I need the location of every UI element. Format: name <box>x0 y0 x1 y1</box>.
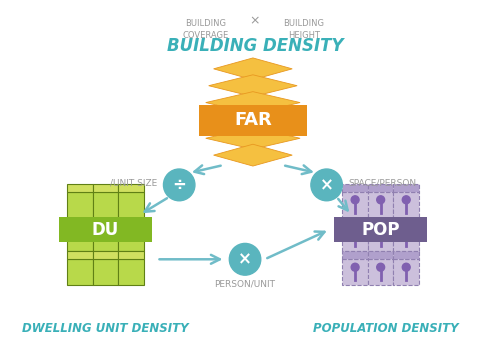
Circle shape <box>376 196 384 204</box>
Text: POPULATION DENSITY: POPULATION DENSITY <box>313 322 458 335</box>
Polygon shape <box>394 251 419 259</box>
Polygon shape <box>92 226 118 251</box>
FancyBboxPatch shape <box>334 217 428 243</box>
Circle shape <box>351 196 359 204</box>
Circle shape <box>402 229 410 237</box>
Text: DWELLING UNIT DENSITY: DWELLING UNIT DENSITY <box>22 322 189 335</box>
Polygon shape <box>368 192 394 218</box>
Polygon shape <box>368 251 394 259</box>
Polygon shape <box>67 218 92 226</box>
Polygon shape <box>118 251 144 259</box>
Polygon shape <box>118 184 144 192</box>
Text: PERSON/UNIT: PERSON/UNIT <box>214 279 276 288</box>
Polygon shape <box>368 259 394 285</box>
Polygon shape <box>368 184 394 192</box>
Text: POP: POP <box>362 221 400 238</box>
Polygon shape <box>368 218 394 226</box>
FancyBboxPatch shape <box>199 105 307 136</box>
Circle shape <box>351 263 359 271</box>
Circle shape <box>376 263 384 271</box>
Polygon shape <box>394 259 419 285</box>
Polygon shape <box>208 75 297 97</box>
Polygon shape <box>342 184 368 192</box>
Polygon shape <box>92 218 118 226</box>
Circle shape <box>164 169 195 201</box>
Polygon shape <box>118 192 144 218</box>
Polygon shape <box>67 226 92 251</box>
Polygon shape <box>67 184 92 192</box>
Polygon shape <box>368 226 394 251</box>
Text: /UNIT SIZE: /UNIT SIZE <box>110 179 158 187</box>
Polygon shape <box>118 226 144 251</box>
Polygon shape <box>394 184 419 192</box>
Polygon shape <box>214 58 292 80</box>
Circle shape <box>230 244 261 275</box>
Polygon shape <box>118 259 144 285</box>
FancyBboxPatch shape <box>59 217 152 243</box>
Text: SPACE/PERSON: SPACE/PERSON <box>348 179 416 187</box>
Polygon shape <box>342 259 368 285</box>
Polygon shape <box>67 251 92 259</box>
Text: ×: × <box>250 15 260 28</box>
Polygon shape <box>394 218 419 226</box>
Polygon shape <box>342 251 368 259</box>
Text: BUILDING DENSITY: BUILDING DENSITY <box>166 37 343 55</box>
Polygon shape <box>92 192 118 218</box>
Text: FAR: FAR <box>234 111 272 129</box>
Polygon shape <box>394 192 419 218</box>
Circle shape <box>402 263 410 271</box>
Circle shape <box>311 169 342 201</box>
Polygon shape <box>92 184 118 192</box>
Polygon shape <box>67 192 92 218</box>
Text: ×: × <box>238 250 252 268</box>
Polygon shape <box>394 226 419 251</box>
Polygon shape <box>118 218 144 226</box>
Text: BUILDING
COVERAGE: BUILDING COVERAGE <box>182 19 229 40</box>
Text: DU: DU <box>92 221 119 238</box>
Text: ÷: ÷ <box>172 176 186 194</box>
Text: ×: × <box>320 176 334 194</box>
Polygon shape <box>342 192 368 218</box>
Polygon shape <box>67 259 92 285</box>
Circle shape <box>351 229 359 237</box>
Text: BUILDING
HEIGHT: BUILDING HEIGHT <box>284 19 325 40</box>
Polygon shape <box>92 251 118 259</box>
Polygon shape <box>214 144 292 166</box>
Circle shape <box>402 196 410 204</box>
Polygon shape <box>92 259 118 285</box>
Polygon shape <box>206 92 300 114</box>
Circle shape <box>376 229 384 237</box>
Polygon shape <box>342 218 368 226</box>
Polygon shape <box>342 226 368 251</box>
Polygon shape <box>206 127 300 149</box>
